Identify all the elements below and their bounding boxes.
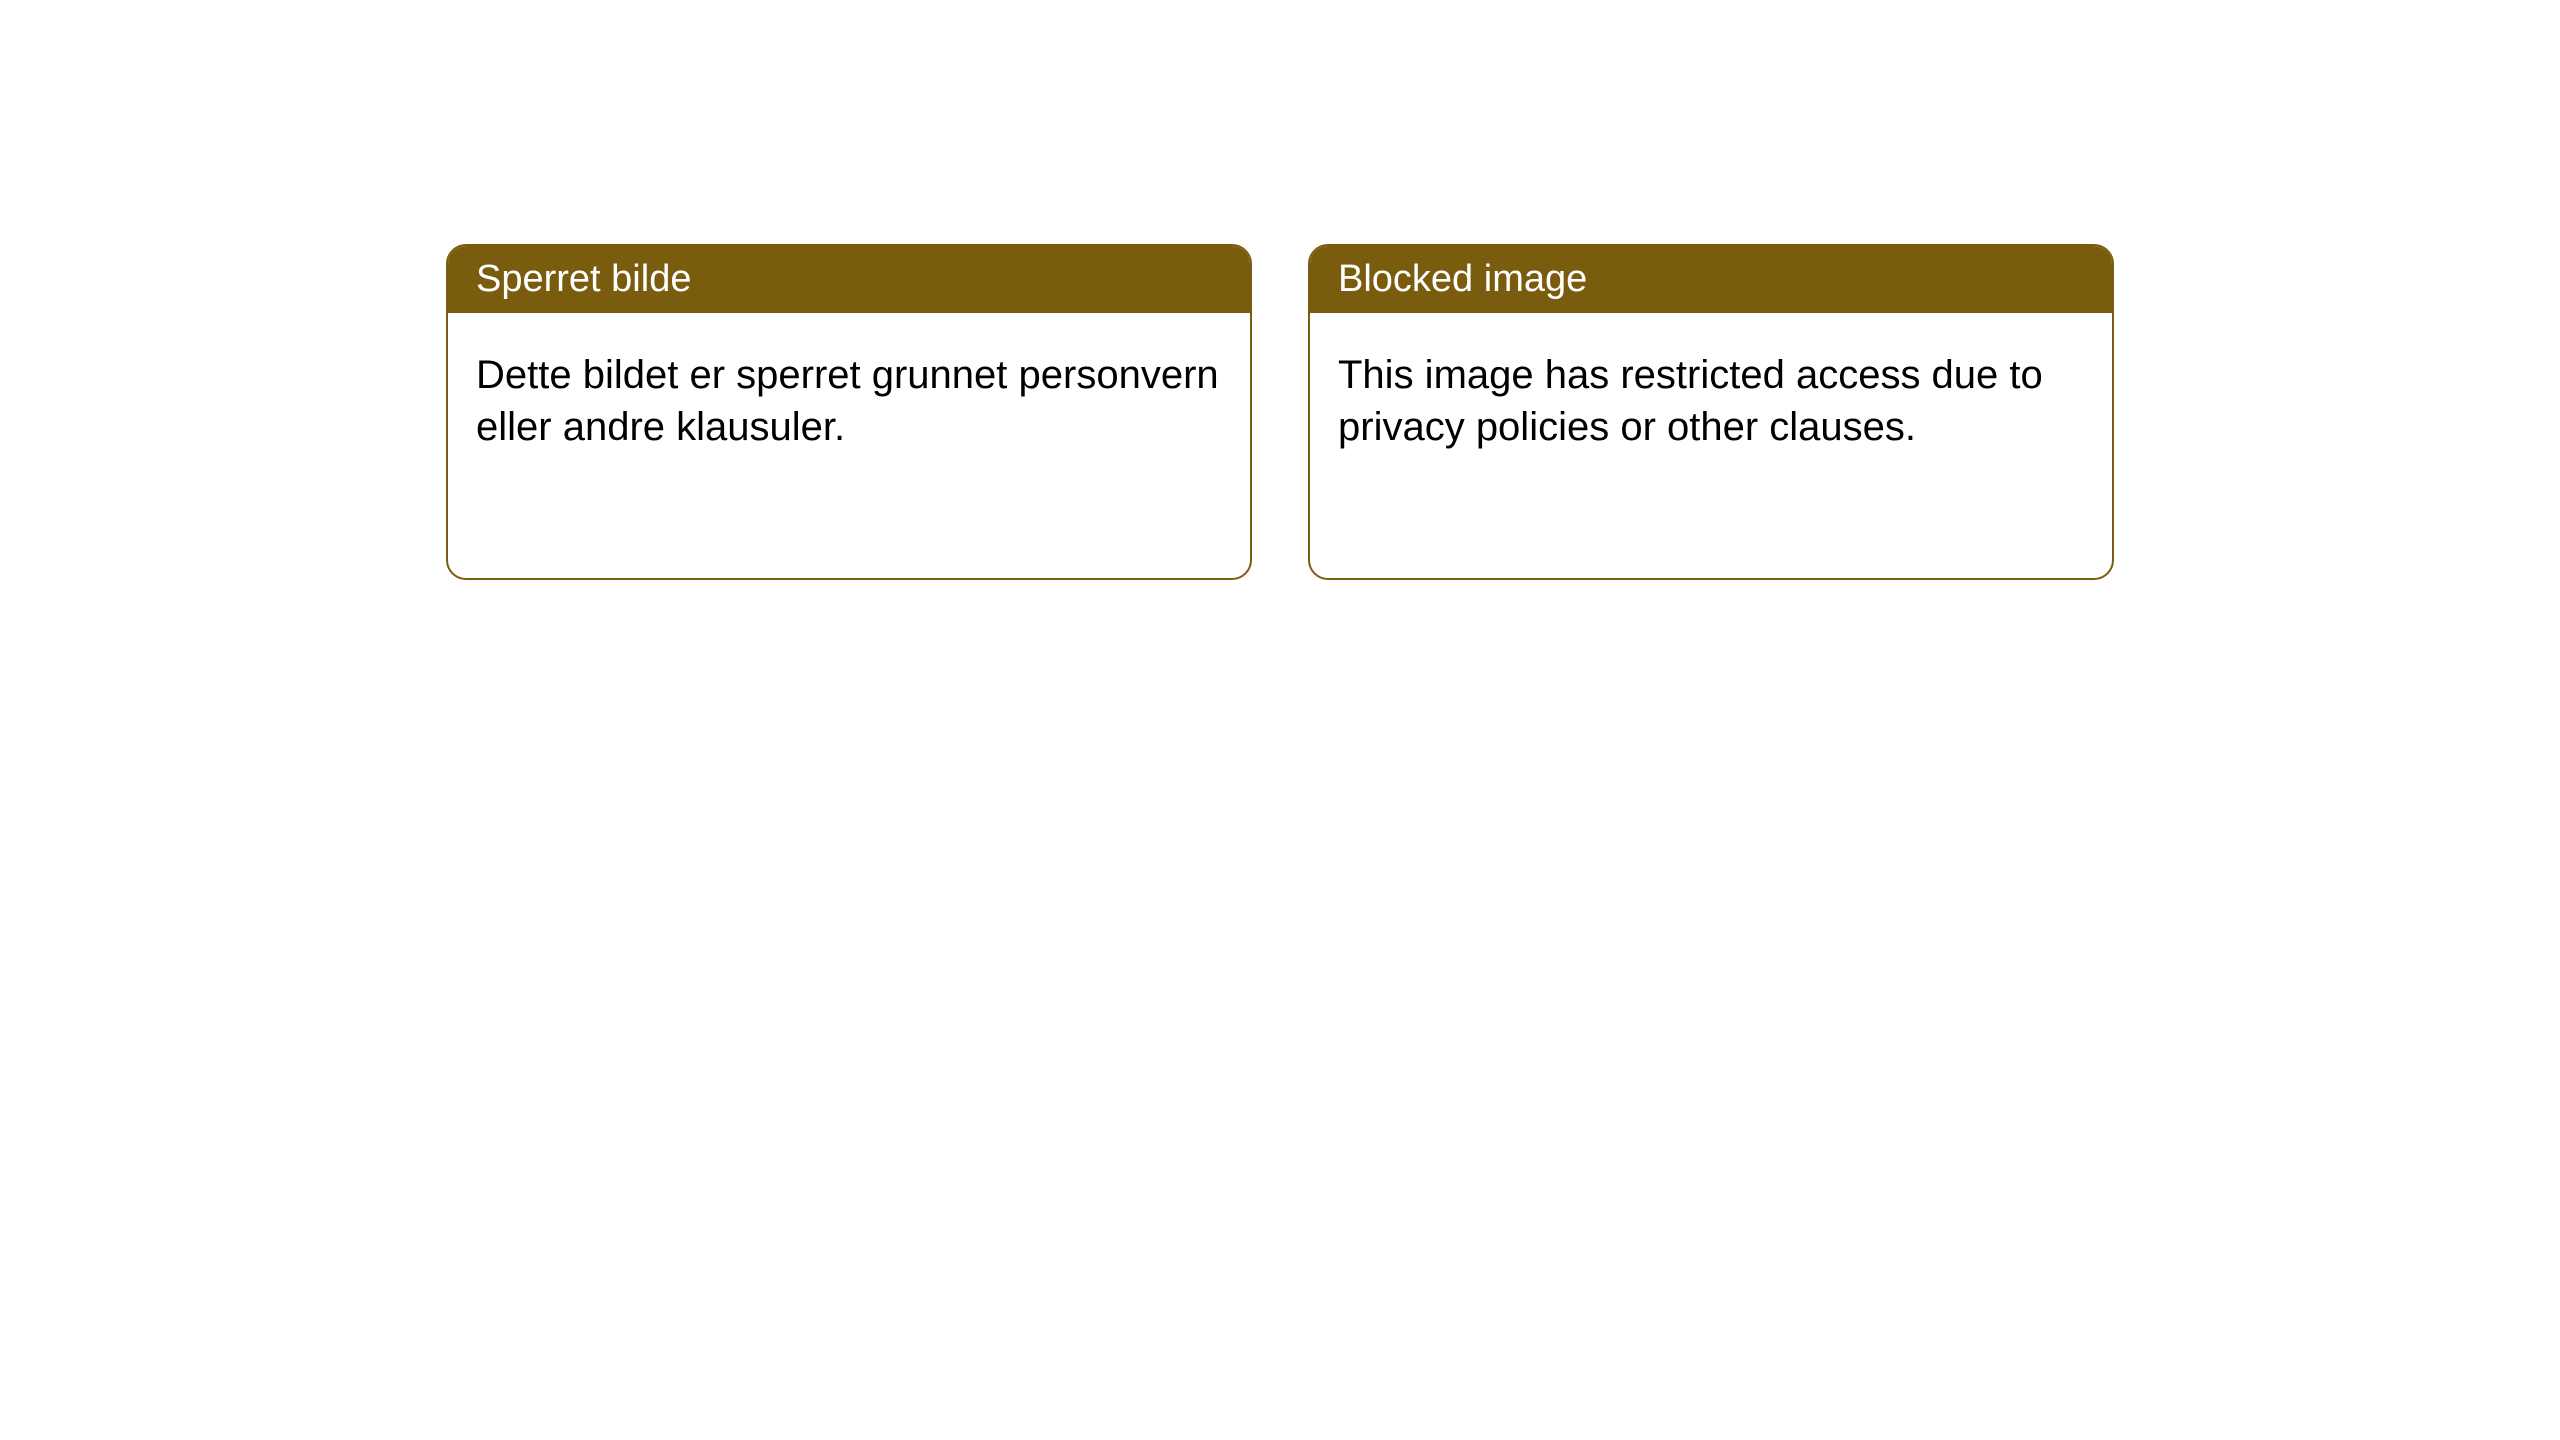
blocked-image-card-no: Sperret bilde Dette bildet er sperret gr… — [446, 244, 1252, 580]
card-title: Sperret bilde — [476, 258, 691, 300]
card-body-text: This image has restricted access due to … — [1338, 353, 2043, 449]
card-body-text: Dette bildet er sperret grunnet personve… — [476, 353, 1219, 449]
card-header: Blocked image — [1310, 246, 2112, 313]
card-body: This image has restricted access due to … — [1310, 313, 2112, 489]
card-body: Dette bildet er sperret grunnet personve… — [448, 313, 1250, 489]
card-header: Sperret bilde — [448, 246, 1250, 313]
card-title: Blocked image — [1338, 258, 1587, 300]
cards-container: Sperret bilde Dette bildet er sperret gr… — [446, 244, 2114, 580]
blocked-image-card-en: Blocked image This image has restricted … — [1308, 244, 2114, 580]
